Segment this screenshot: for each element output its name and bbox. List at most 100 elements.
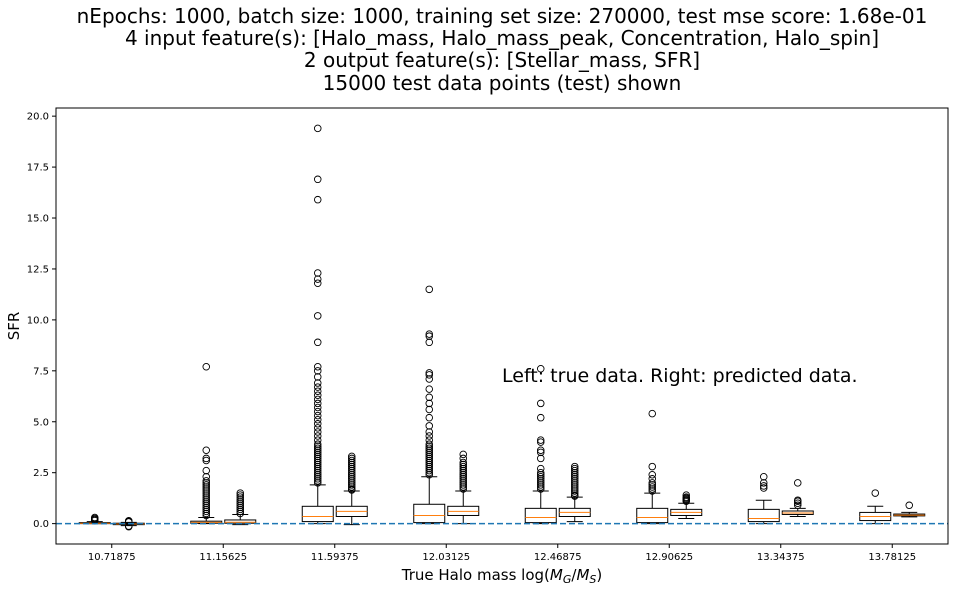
flier-point bbox=[682, 493, 691, 501]
flier-point bbox=[314, 442, 322, 450]
flier-point bbox=[314, 379, 322, 387]
x-axis-ticks: 10.71875 11.15625 11.59375 12.03125 12.46875… bbox=[88, 544, 916, 563]
box-iqr bbox=[524, 507, 557, 524]
flier-point bbox=[314, 440, 322, 448]
flier-point bbox=[348, 473, 356, 481]
flier-point bbox=[236, 503, 244, 512]
flier-point bbox=[202, 487, 210, 495]
plot-area bbox=[56, 124, 948, 531]
flier-point bbox=[236, 493, 244, 501]
box-predicted-7 bbox=[893, 501, 926, 518]
box-predicted-3 bbox=[447, 450, 480, 525]
box-iqr bbox=[747, 508, 780, 523]
flier-point bbox=[314, 454, 322, 463]
flier-point bbox=[314, 124, 322, 133]
flier-point bbox=[425, 432, 434, 440]
flier-point bbox=[425, 436, 434, 444]
box-true-3 bbox=[413, 285, 446, 525]
box-predicted-5 bbox=[670, 491, 703, 520]
x-tick-label: 12.03125 bbox=[422, 552, 470, 563]
chart-annotation: Left: true data. Right: predicted data. bbox=[502, 365, 858, 387]
flier-point bbox=[202, 489, 210, 497]
flier-point bbox=[314, 475, 322, 483]
flier-point bbox=[202, 446, 210, 455]
flier-point bbox=[794, 496, 802, 504]
flier-point bbox=[425, 456, 434, 465]
flier-point bbox=[425, 332, 434, 340]
box-true-2 bbox=[301, 124, 334, 525]
flier-point bbox=[348, 460, 356, 469]
flier-point bbox=[236, 499, 244, 508]
x-tick-label: 12.90625 bbox=[645, 552, 693, 563]
flier-point bbox=[314, 432, 322, 440]
flier-point bbox=[348, 477, 356, 485]
x-tick-label: 13.78125 bbox=[868, 552, 916, 563]
y-tick-label: 20.0 bbox=[27, 112, 49, 123]
flier-point bbox=[314, 269, 322, 277]
flier-point bbox=[202, 362, 210, 371]
flier-point bbox=[348, 483, 356, 491]
flier-point bbox=[537, 446, 545, 455]
flier-point bbox=[236, 509, 244, 518]
flier-point bbox=[202, 477, 210, 485]
flier-point bbox=[425, 450, 434, 459]
box-iqr bbox=[224, 519, 257, 524]
box-iqr bbox=[636, 507, 669, 524]
flier-point bbox=[202, 497, 210, 505]
flier-point bbox=[537, 448, 545, 457]
flier-point bbox=[314, 338, 322, 347]
title-line-4: 15000 test data points (test) shown bbox=[323, 71, 682, 95]
flier-point bbox=[648, 462, 657, 471]
flier-point bbox=[348, 462, 356, 471]
flier-point bbox=[425, 422, 434, 430]
flier-point bbox=[760, 484, 768, 492]
box-true-7 bbox=[859, 489, 892, 525]
flier-point bbox=[425, 458, 434, 467]
flier-point bbox=[348, 479, 356, 487]
flier-point bbox=[236, 505, 244, 514]
title-line-2: 4 input feature(s): [Halo_mass, Halo_mas… bbox=[125, 26, 879, 50]
flier-point bbox=[537, 470, 545, 479]
flier-point bbox=[425, 464, 434, 473]
flier-point bbox=[348, 454, 356, 463]
flier-point bbox=[648, 479, 657, 487]
flier-point bbox=[459, 477, 468, 485]
y-tick-label: 10.0 bbox=[27, 315, 49, 326]
flier-point bbox=[314, 477, 322, 485]
flier-point bbox=[648, 409, 657, 418]
box-true-6 bbox=[747, 473, 780, 525]
flier-point bbox=[236, 491, 244, 499]
flier-point bbox=[425, 470, 434, 479]
flier-point bbox=[794, 499, 802, 508]
flier-point bbox=[202, 491, 210, 499]
flier-point bbox=[314, 456, 322, 465]
y-tick-label: 15.0 bbox=[27, 214, 49, 225]
x-axis-label-slash: / bbox=[571, 566, 577, 584]
flier-point bbox=[236, 495, 244, 503]
flier-point bbox=[425, 393, 434, 402]
flier-point bbox=[314, 473, 322, 481]
flier-point bbox=[571, 464, 579, 473]
x-tick-label: 10.71875 bbox=[88, 552, 136, 563]
flier-point bbox=[459, 473, 468, 481]
flier-point bbox=[314, 312, 322, 320]
flier-point bbox=[425, 371, 434, 379]
flier-point bbox=[425, 442, 434, 450]
flier-point bbox=[314, 444, 322, 452]
flier-point bbox=[314, 279, 322, 287]
flier-point bbox=[459, 470, 468, 479]
flier-point bbox=[571, 483, 579, 491]
flier-point bbox=[348, 458, 356, 467]
flier-point bbox=[425, 440, 434, 448]
flier-point bbox=[425, 466, 434, 475]
flier-point bbox=[314, 428, 322, 436]
flier-point bbox=[314, 420, 322, 428]
box-true-4 bbox=[524, 365, 557, 525]
flier-point bbox=[537, 365, 545, 373]
box-predicted-6 bbox=[781, 479, 814, 517]
flier-point bbox=[202, 456, 210, 465]
flier-point bbox=[571, 468, 579, 477]
flier-point bbox=[425, 454, 434, 463]
flier-point bbox=[348, 452, 356, 461]
flier-point bbox=[537, 413, 545, 422]
